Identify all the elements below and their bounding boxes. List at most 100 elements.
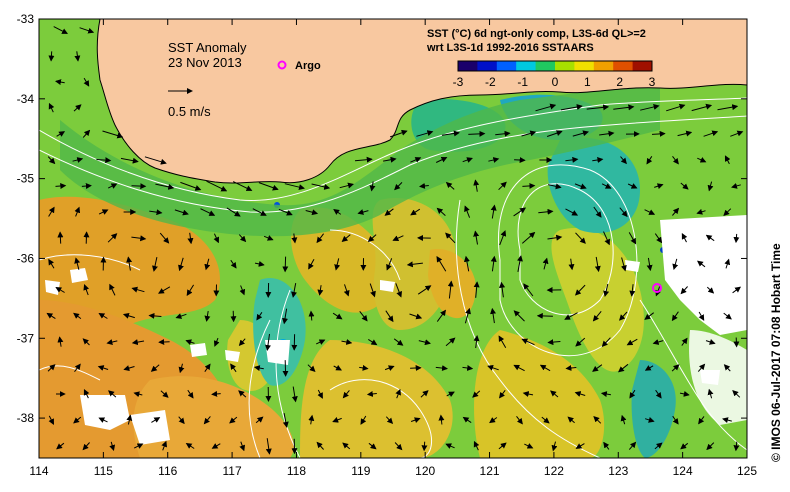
velocity-arrow [592,310,602,322]
velocity-arrow [418,339,431,346]
x-tick-label: 117 [223,464,242,478]
argo-label: Argo [295,60,321,72]
velocity-arrow [307,364,316,372]
velocity-arrow [445,337,456,347]
velocity-arrow [239,285,246,296]
velocity-arrow [593,206,602,218]
velocity-arrow [383,156,397,163]
velocity-arrow [98,417,108,423]
velocity-arrow [706,286,715,294]
velocity-arrow [640,104,660,111]
velocity-arrow [613,104,635,111]
velocity-arrow [498,335,507,349]
velocity-arrow [600,391,611,398]
velocity-arrow [354,156,373,163]
velocity-arrow [464,205,471,218]
velocity-arrow [133,443,144,449]
velocity-arrow [83,389,90,399]
velocity-arrow [263,235,274,241]
velocity-arrow [567,416,575,424]
velocity-arrow [698,416,705,425]
velocity-arrow [671,364,680,372]
y-tick-label: -35 [17,172,35,186]
velocity-arrow [238,338,246,347]
velocity-arrow [74,51,81,62]
velocity-arrow [435,365,448,372]
velocity-arrow [232,181,253,191]
velocity-arrow [550,390,559,398]
velocity-arrow [435,156,448,163]
velocity-arrow [385,416,394,425]
velocity-arrow [185,339,195,346]
velocity-arrow [522,182,536,189]
velocity-arrow [547,339,561,346]
velocity-arrow [731,182,741,189]
velocity-arrow [96,157,112,164]
velocity-arrow [211,443,221,449]
velocity-arrow [535,103,557,112]
velocity-arrow [57,231,64,244]
velocity-arrow [159,232,170,244]
velocity-arrow [707,388,714,399]
velocity-arrow [546,130,563,137]
velocity-arrow [498,442,507,450]
velocity-arrow [73,104,82,112]
velocity-arrow [160,390,169,398]
credit-text: © IMOS 06-Jul-2017 07:08 Hobart Time [769,243,783,462]
velocity-arrow [542,257,549,270]
velocity-arrow [178,363,185,374]
x-tick-label: 122 [544,464,564,478]
velocity-arrow [732,286,742,294]
velocity-arrow [359,364,369,371]
y-tick-label: -37 [17,331,35,345]
velocity-arrow [677,130,693,137]
colorbar-swatch [535,61,556,71]
velocity-arrow [180,181,202,191]
velocity-arrow [523,283,534,297]
velocity-arrow [368,338,378,346]
velocity-arrow [564,312,578,320]
velocity-arrow [592,157,604,163]
velocity-arrow [698,311,705,321]
velocity-arrow [229,416,238,424]
velocity-arrow [389,129,408,138]
velocity-arrow [333,209,342,215]
velocity-arrow [560,104,583,111]
y-tick-label: -38 [17,411,35,425]
velocity-arrow [724,155,731,165]
velocity-arrow [730,130,744,137]
x-tick-label: 120 [415,464,435,478]
velocity-arrow [308,259,315,270]
velocity-arrow [575,232,586,244]
velocity-arrow [697,363,706,372]
colorbar-swatch [593,61,614,71]
velocity-arrow [488,157,500,163]
velocity-arrow [343,284,350,297]
velocity-arrow [651,130,666,137]
velocity-arrow [489,417,498,424]
velocity-arrow [238,390,247,398]
velocity-arrow [56,131,66,137]
colorbar-tick-label: 3 [649,75,656,89]
velocity-arrow [473,230,480,245]
velocity-arrow [680,182,689,190]
velocity-arrow [81,183,92,190]
velocity-arrow [211,390,221,397]
velocity-arrow [513,364,525,372]
velocity-arrow [733,233,740,244]
velocity-arrow [472,390,481,398]
colorbar-swatch [477,61,498,71]
colorbar-swatch [574,61,595,71]
x-axis: 114 115 116 117 118 119 120 121 122 123 124 125 [29,19,757,478]
velocity-arrow [406,261,423,268]
colorbar-tick-label: -2 [485,75,496,89]
velocity-arrow [98,209,109,215]
velocity-arrow [473,179,480,192]
velocity-arrow [409,313,423,320]
velocity-arrow [666,103,686,112]
velocity-arrow [681,337,688,346]
colorbar-swatches [458,61,653,71]
velocity-arrow [48,51,55,62]
velocity-arrow [565,365,577,371]
velocity-arrow [410,208,421,216]
